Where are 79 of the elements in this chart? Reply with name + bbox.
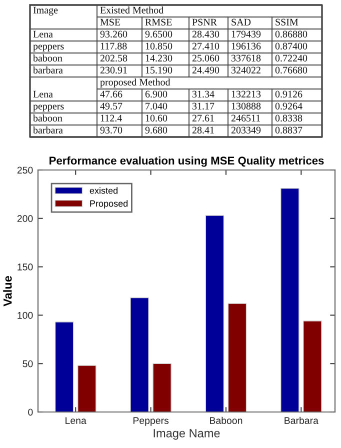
text: barbara: [33, 126, 63, 134]
text: baboon: [33, 114, 62, 122]
text: SSIM: [276, 18, 298, 26]
text: RMSE: [145, 18, 172, 26]
bar: [205, 215, 224, 412]
bar: [228, 303, 247, 412]
chart-title: Performance evaluation using MSE Quality metrices: [50, 156, 324, 167]
text: 49.57: [100, 102, 122, 110]
bar: [303, 320, 322, 412]
text: 0.72240: [275, 54, 308, 62]
x-tick-label: Peppers: [133, 417, 169, 426]
text: Image: [33, 6, 58, 16]
text: 7.040: [146, 102, 168, 110]
text: 14.230: [146, 54, 172, 62]
y-tick-label: 200: [17, 215, 33, 222]
x-tick-label: Barbara: [284, 416, 318, 424]
text: 0.87400: [275, 42, 308, 50]
text: PSNR: [192, 18, 217, 26]
text: 0.9264: [275, 102, 302, 110]
bar: [280, 188, 300, 412]
text: baboon: [33, 54, 62, 62]
text: 93.260: [100, 30, 128, 38]
text: 117.88: [100, 42, 127, 50]
y-tick-label: 100: [18, 312, 33, 319]
text: SAD: [232, 18, 251, 26]
x-tick-label: Lena: [66, 417, 86, 424]
text: 179439: [232, 30, 261, 38]
text: 31.17: [192, 102, 214, 110]
text: 130888: [232, 102, 261, 110]
x-tick-label: Baboon: [210, 416, 242, 424]
text: 337618: [231, 54, 261, 62]
text: 31.34: [192, 90, 214, 98]
x-axis-title: Image Name: [154, 429, 220, 440]
text: 112.4: [100, 114, 122, 122]
text: 25.060: [192, 54, 220, 62]
legend-label: existed: [90, 187, 118, 194]
text: peppers: [33, 44, 64, 52]
text: 9.6500: [145, 30, 172, 38]
text: 15.190: [146, 66, 172, 74]
text: 132213: [232, 90, 261, 98]
text: 0.76680: [275, 66, 308, 74]
text: 324022: [231, 66, 260, 74]
bar: [78, 365, 96, 412]
text: 0.8338: [275, 114, 302, 122]
text: 6.900: [145, 90, 168, 98]
text: 0.8837: [275, 126, 302, 134]
text: Lena: [33, 90, 53, 98]
text: 0.86880: [275, 30, 308, 38]
text: 27.410: [192, 42, 220, 50]
text: 28.430: [192, 30, 220, 38]
text: 27.61: [192, 114, 214, 122]
text: 0.9126: [275, 90, 302, 98]
text: 47.66: [100, 90, 122, 98]
text: 24.490: [192, 66, 220, 74]
text: 10.60: [146, 114, 168, 122]
bar: [130, 297, 149, 412]
y-tick-label: 0: [28, 408, 33, 416]
text: 28.41: [192, 126, 214, 134]
y-tick-label: 50: [22, 360, 33, 368]
text: 246511: [231, 114, 260, 122]
text: 9.680: [145, 126, 168, 134]
bar: [152, 363, 172, 412]
text: 93.70: [100, 126, 122, 134]
text: 203349: [231, 126, 261, 134]
text: Existed Method: [100, 6, 164, 14]
text: 230.91: [100, 66, 127, 74]
legend-label: Proposed: [90, 200, 128, 208]
y-tick-label: 250: [17, 166, 33, 174]
y-tick-label: 150: [18, 264, 33, 270]
text: MSE: [100, 18, 120, 26]
y-axis-title: Value: [3, 276, 12, 306]
bar: [54, 322, 74, 412]
text: proposed Method: [100, 78, 170, 88]
text: 196136: [232, 42, 261, 50]
text: peppers: [33, 104, 64, 112]
text: 202.58: [100, 54, 128, 62]
text: Lena: [33, 30, 53, 38]
text: 10.850: [146, 42, 172, 50]
text: barbara: [33, 66, 63, 74]
